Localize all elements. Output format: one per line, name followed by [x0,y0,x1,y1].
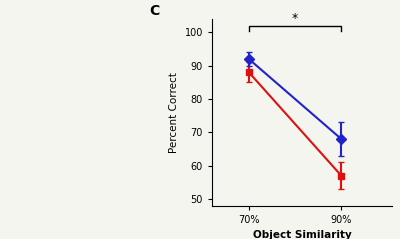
X-axis label: Object Similarity: Object Similarity [253,230,351,239]
Y-axis label: Percent Correct: Percent Correct [169,72,179,153]
Text: *: * [292,12,298,25]
Text: C: C [149,4,159,18]
